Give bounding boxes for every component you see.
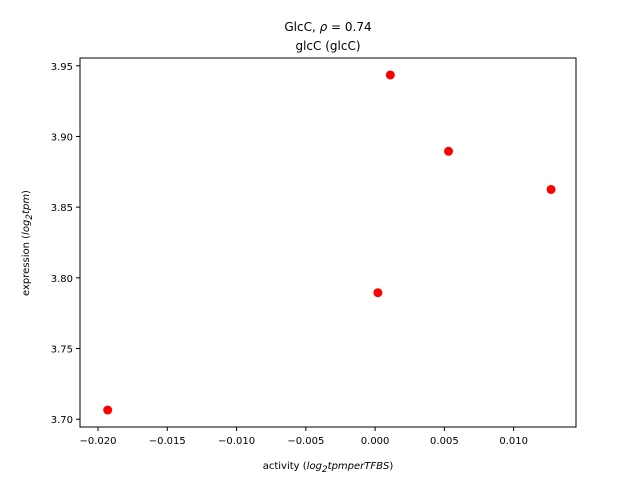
y-axis-label: expression (log2tpm) <box>21 190 35 296</box>
y-axis-label-prefix: expression ( <box>21 235 32 296</box>
x-axis-label: activity (log2tpmperTFBS) <box>263 461 394 475</box>
y-tick-label: 3.75 <box>51 345 73 356</box>
x-tick-label: 0.000 <box>361 436 390 447</box>
x-tick-label: −0.020 <box>80 436 117 447</box>
title-name: GlcC, <box>284 20 319 34</box>
y-tick-label: 3.85 <box>51 203 73 214</box>
x-axis-label-log: log <box>307 461 322 472</box>
x-axis: −0.020 −0.015 −0.010 −0.005 0.000 0.005 0.010 <box>80 427 528 447</box>
x-tick-label: −0.010 <box>218 436 255 447</box>
data-point <box>385 70 395 80</box>
y-axis-label-suffix: ) <box>21 190 32 194</box>
data-point <box>103 405 113 415</box>
data-point <box>444 146 454 156</box>
y-tick-label: 3.90 <box>51 132 73 143</box>
plot-area-frame <box>79 57 577 428</box>
data-point <box>373 288 383 298</box>
y-tick-label: 3.70 <box>51 415 73 426</box>
x-axis-label-prefix: activity ( <box>263 461 307 472</box>
data-points <box>103 70 556 415</box>
y-axis-label-log: log <box>21 220 32 235</box>
y-axis-label-unit: tpm <box>21 194 32 214</box>
x-tick-label: −0.005 <box>287 436 324 447</box>
x-axis-label-unit: tpmperTFBS <box>328 461 390 472</box>
x-tick-label: 0.010 <box>499 436 528 447</box>
x-tick-label: 0.005 <box>430 436 459 447</box>
data-point <box>546 184 556 194</box>
x-axis-label-suffix: ) <box>389 461 393 472</box>
y-tick-label: 3.80 <box>51 274 73 285</box>
chart-title: GlcC, ρ = 0.74 <box>284 20 371 34</box>
y-axis: 3.70 3.75 3.80 3.85 3.90 3.95 <box>51 62 80 426</box>
title-value: = 0.74 <box>327 20 371 34</box>
y-axis-label-sub: 2 <box>25 214 35 220</box>
y-tick-label: 3.95 <box>51 62 73 73</box>
x-tick-label: −0.015 <box>149 436 186 447</box>
x-axis-label-sub: 2 <box>322 465 328 475</box>
title-symbol: ρ <box>320 20 328 34</box>
chart-subtitle: glcC (glcC) <box>295 39 360 53</box>
